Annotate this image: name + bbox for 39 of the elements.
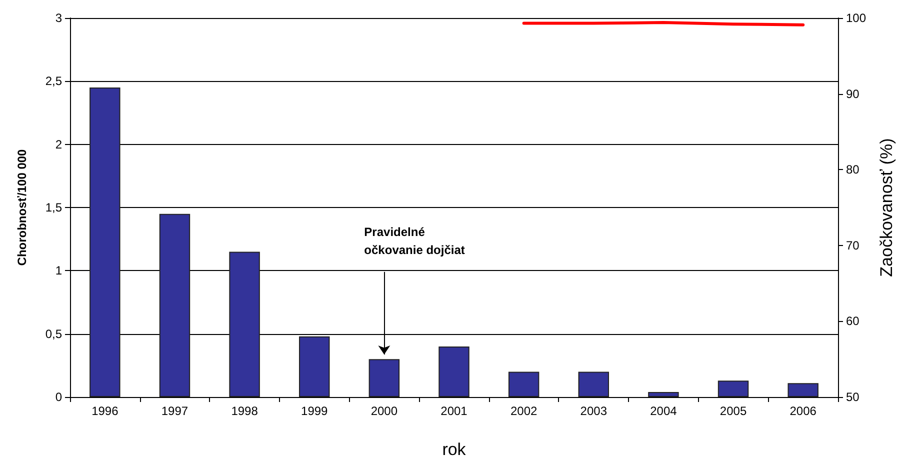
- y2-tick-label: 100: [846, 11, 866, 25]
- x-tick-label: 2000: [370, 404, 398, 418]
- x-tick-label: 2004: [650, 404, 678, 418]
- bar: [90, 87, 120, 397]
- y-tick-label: 3: [55, 11, 62, 25]
- x-axis-title: rok: [442, 440, 466, 459]
- y-tick-label: 0: [55, 390, 62, 404]
- x-tick-label: 1997: [161, 404, 188, 418]
- bar: [578, 372, 609, 397]
- x-tick-label: 2005: [720, 404, 747, 418]
- y2-tick-label: 70: [846, 238, 860, 252]
- bar: [368, 359, 400, 397]
- y-tick-label: 2,5: [45, 74, 62, 88]
- bar: [718, 380, 749, 397]
- y-tick-label: 1,5: [45, 200, 62, 214]
- y2-tick-label: 50: [846, 390, 860, 404]
- bar: [159, 214, 190, 397]
- y2-tick-label: 80: [846, 162, 860, 177]
- y2-axis-title: Zaočkovanosť (%): [877, 138, 896, 277]
- bar: [508, 372, 540, 397]
- x-tick-label: 2002: [510, 404, 538, 418]
- y-tick-label: 2: [55, 137, 62, 152]
- y-tick-label: 1: [55, 264, 62, 278]
- x-tick-label: 1996: [92, 404, 119, 418]
- x-tick-label: 1999: [301, 404, 328, 418]
- y-tick-label: 0,5: [45, 326, 62, 341]
- bar: [438, 346, 470, 397]
- bar: [299, 336, 330, 397]
- annotation: Pravidelné očkovanie dojčiat: [364, 224, 465, 257]
- x-tick-label: 2003: [580, 404, 608, 418]
- bar: [788, 383, 818, 397]
- x-tick-label: 2001: [440, 404, 468, 418]
- x-tick-label: 1998: [231, 404, 258, 418]
- bar: [648, 392, 679, 397]
- y2-tick-label: 60: [846, 314, 860, 328]
- y-axis-title: Chorobnosť/100 000: [15, 148, 29, 266]
- bar: [229, 252, 260, 397]
- x-tick-label: 2006: [790, 404, 817, 418]
- y2-tick-label: 90: [846, 86, 860, 101]
